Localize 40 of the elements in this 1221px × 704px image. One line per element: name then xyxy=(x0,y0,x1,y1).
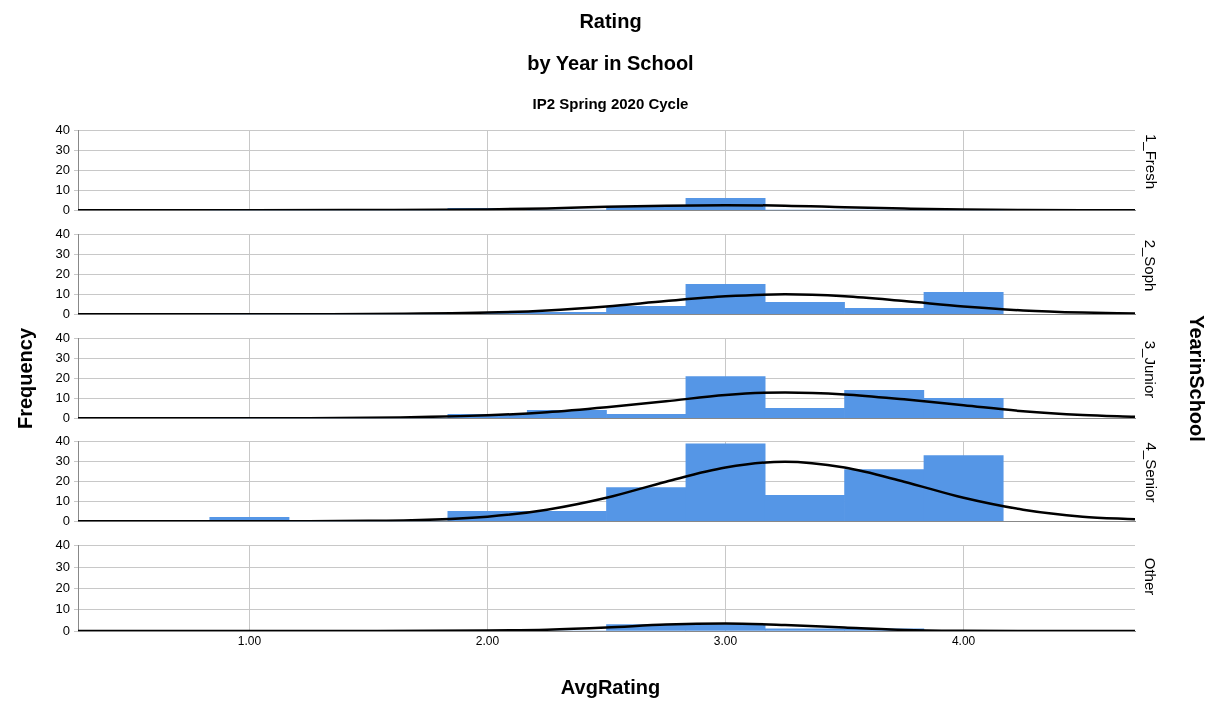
x-tick-label: 4.00 xyxy=(951,633,976,648)
chart-title: Rating xyxy=(578,10,643,33)
y2-axis-title: Other xyxy=(1142,557,1160,595)
y-tick-label: 0 xyxy=(62,512,70,528)
y-tick-label: 30 xyxy=(55,558,70,574)
y-tick-label: 10 xyxy=(55,389,70,405)
y-tick-label: 40 xyxy=(55,226,70,242)
y-tick-label: 10 xyxy=(55,601,70,617)
y-tick-label: 30 xyxy=(55,350,70,366)
y-tick-label: 20 xyxy=(55,473,70,489)
y-tick-label: 40 xyxy=(55,330,70,346)
y-tick-label: 30 xyxy=(55,246,70,262)
y-tick-label: 20 xyxy=(55,579,70,595)
x-tick-label: 1.00 xyxy=(237,633,262,648)
y-tick-label: 0 xyxy=(62,201,70,217)
y-tick-label: 30 xyxy=(55,453,70,469)
y-tick-label: 10 xyxy=(55,181,70,197)
y2-axis-title: 2_Soph xyxy=(1142,239,1160,291)
y2-axis-title: 3_Junior xyxy=(1142,340,1160,398)
y-tick-label: 20 xyxy=(55,370,70,386)
chart-subtitle: by Year in School xyxy=(526,52,695,75)
y-axis-title: Frequency xyxy=(13,327,37,429)
x-tick-label: 2.00 xyxy=(475,633,500,648)
y-tick-label: 40 xyxy=(55,122,70,138)
text: IP2 Spring 2020 Cycle xyxy=(531,95,690,112)
y-tick-label: 30 xyxy=(55,142,70,158)
y-tick-label: 40 xyxy=(55,433,70,449)
y2-axis-title: 4_Senior xyxy=(1142,441,1160,503)
y-tick-label: 20 xyxy=(55,162,70,178)
y-tick-label: 10 xyxy=(55,492,70,508)
text: YearinSchool xyxy=(1184,314,1208,442)
y2-axis-title: 1_Fresh xyxy=(1142,133,1160,189)
y-tick-label: 0 xyxy=(62,409,70,425)
y-tick-label: 0 xyxy=(62,622,70,638)
y-tick-label: 20 xyxy=(55,266,70,282)
x-axis-title: AvgRating xyxy=(559,676,662,699)
x-tick-label: 3.00 xyxy=(713,633,738,648)
y-tick-label: 10 xyxy=(55,285,70,301)
y-tick-label: 40 xyxy=(55,537,70,553)
y-tick-label: 0 xyxy=(62,305,70,321)
